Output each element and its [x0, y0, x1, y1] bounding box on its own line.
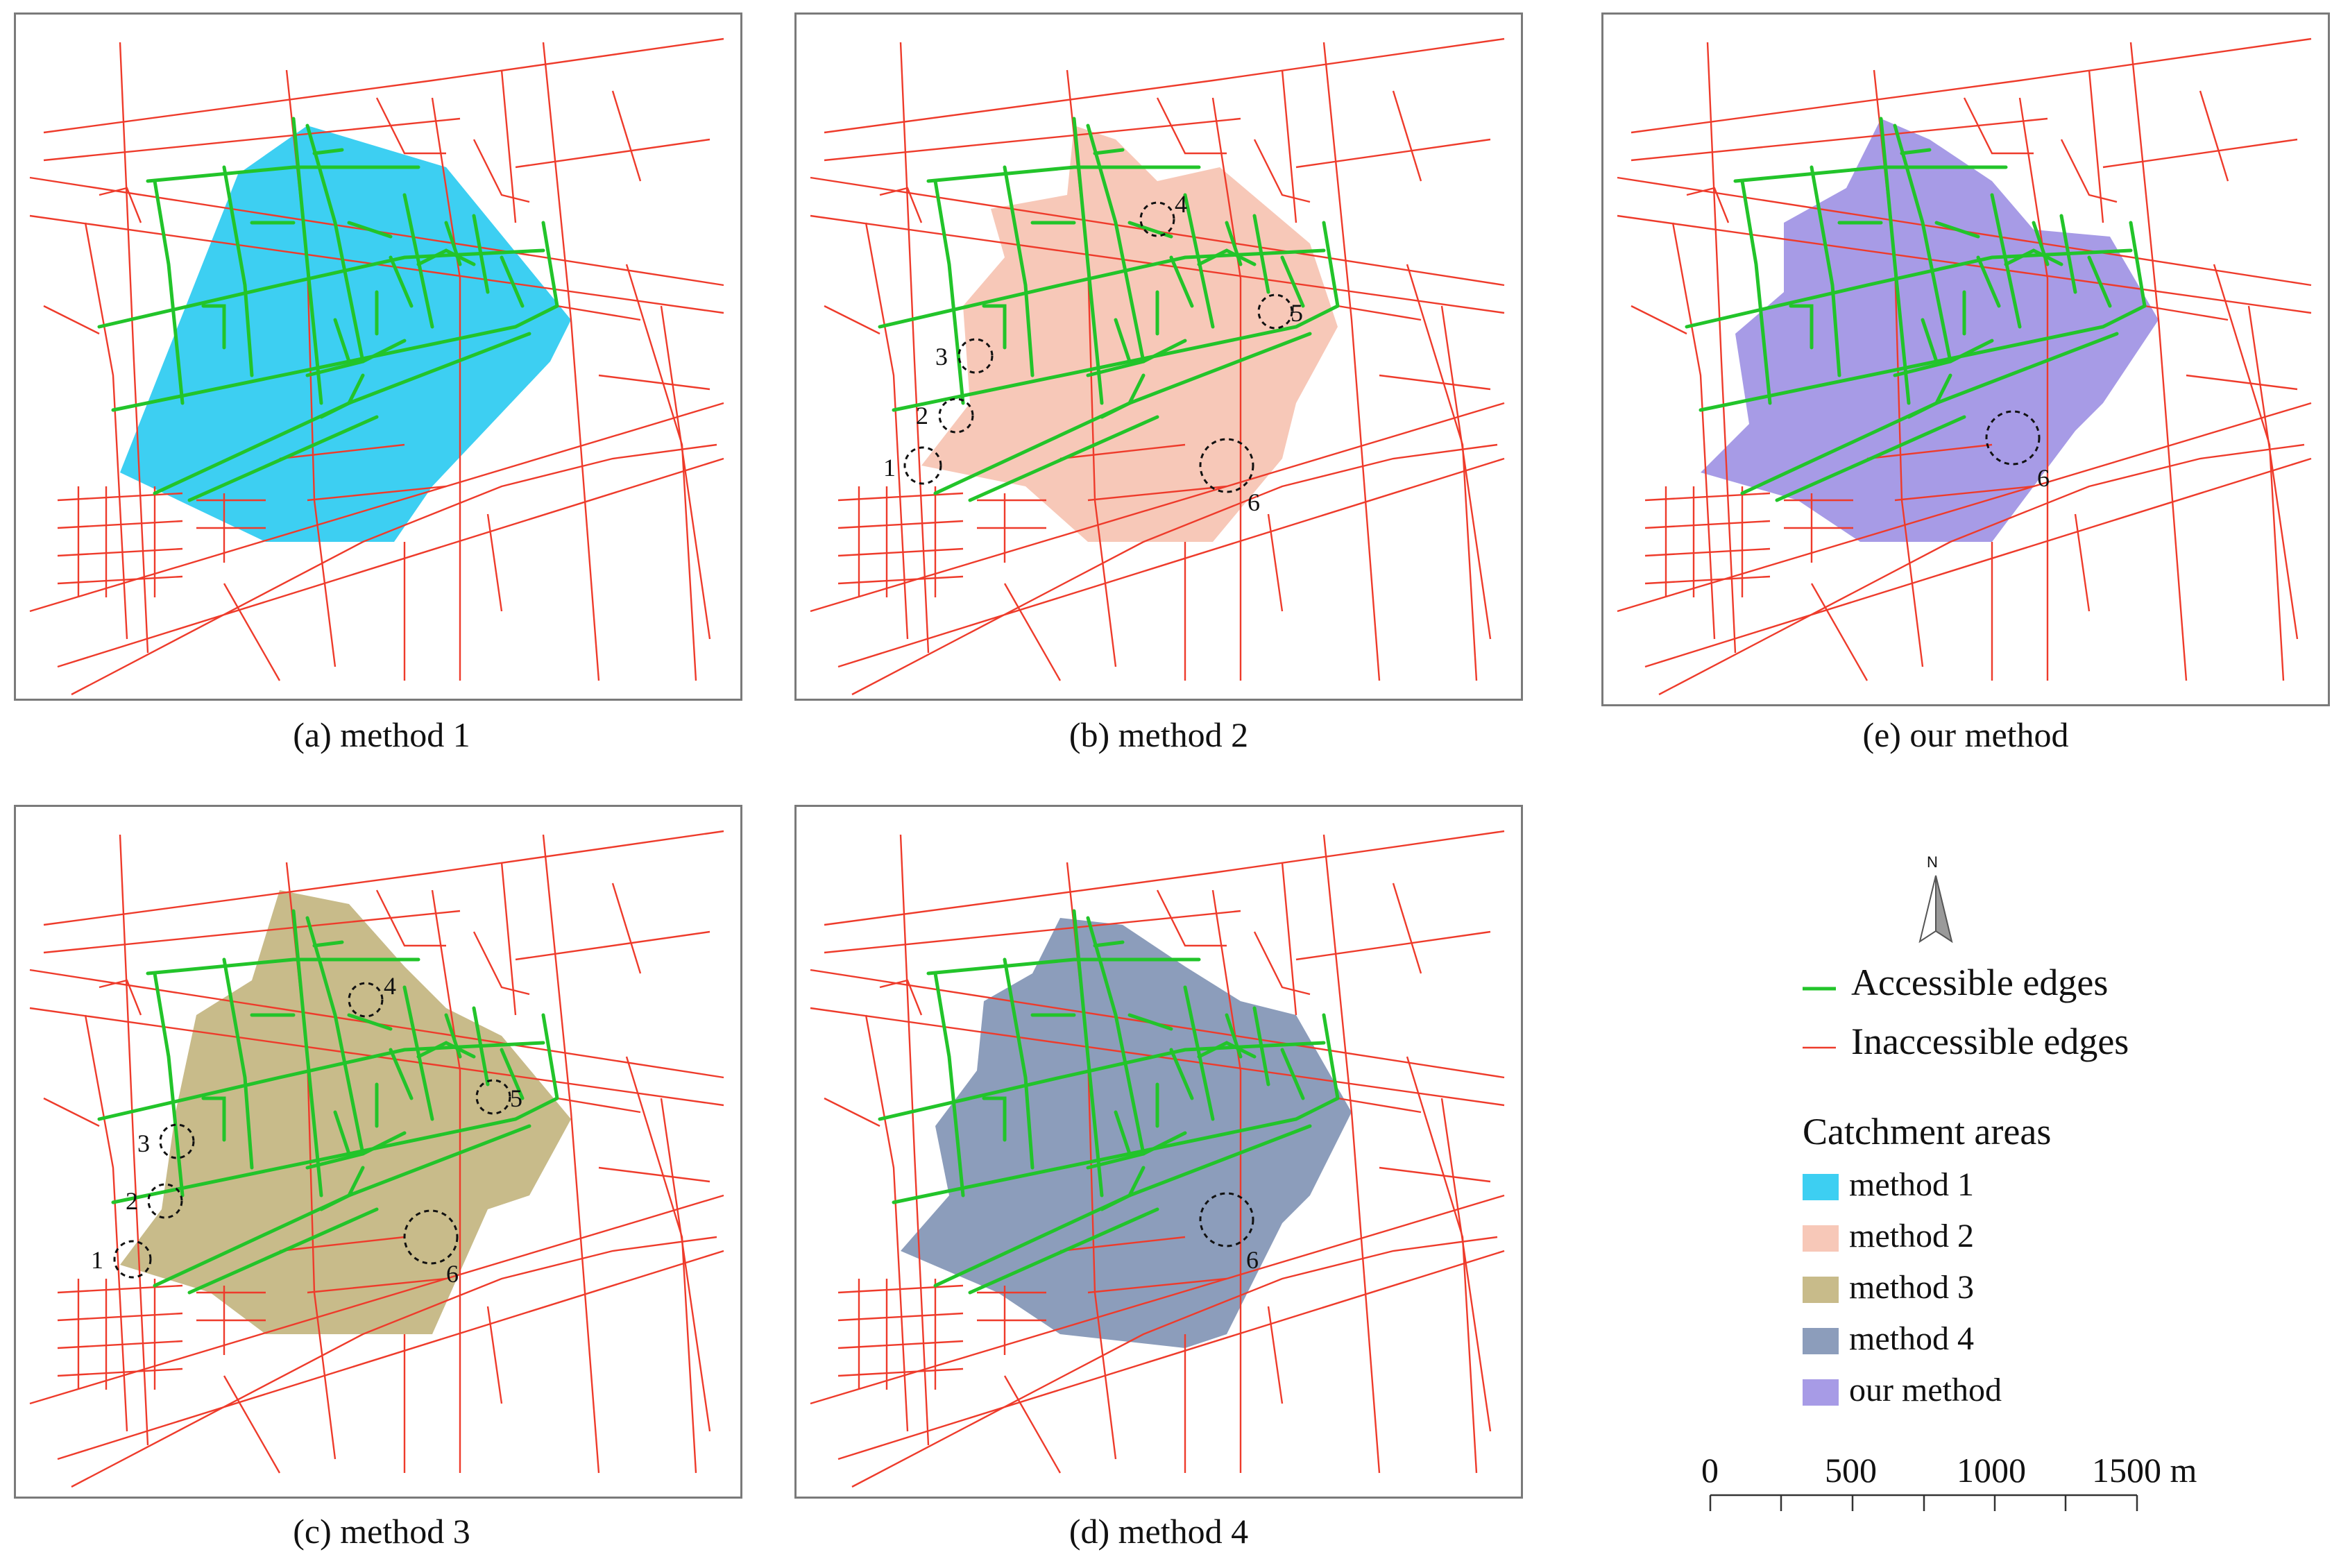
marker-circle-5	[475, 1079, 511, 1115]
swatch-method-4	[1803, 1328, 1839, 1354]
marker-circle-1	[903, 446, 942, 485]
marker-circle-4	[348, 982, 384, 1018]
legend-item-method-3: method 3	[1849, 1269, 1974, 1306]
map-method-4: 6	[809, 830, 1506, 1488]
marker-label-4: 4	[1175, 190, 1187, 218]
panel-method-2: 1 2 3 4 5 6	[794, 12, 1523, 701]
marker-label-6: 6	[446, 1260, 459, 1288]
marker-circle-1	[113, 1240, 152, 1279]
marker-circle-2	[938, 398, 974, 434]
catchment-area-method-1	[120, 126, 571, 542]
legend-item-method-4: method 4	[1849, 1320, 1974, 1357]
marker-circle-6	[1199, 1192, 1254, 1247]
caption-method-2: (b) method 2	[1069, 715, 1249, 754]
marker-label-6: 6	[2037, 464, 2050, 492]
swatch-method-3	[1803, 1277, 1839, 1303]
marker-label-1: 1	[91, 1246, 103, 1274]
scale-label-1500: 1500 m	[2092, 1451, 2197, 1490]
catchment-area-our-method	[1701, 119, 2159, 542]
panel-method-3: 1 2 3 4 5 6	[14, 805, 742, 1499]
marker-circle-4	[1139, 201, 1175, 237]
legend-item-method-1: method 1	[1849, 1166, 1974, 1203]
marker-circle-6	[1199, 438, 1254, 493]
marker-circle-2	[147, 1183, 183, 1219]
marker-label-2: 2	[916, 402, 928, 429]
legend-item-our-method: our method	[1849, 1372, 2002, 1408]
accessible-edge-swatch	[1803, 987, 1836, 991]
panel-method-4: 6	[794, 805, 1523, 1499]
legend-item-method-2: method 2	[1849, 1218, 1974, 1254]
marker-circle-3	[957, 338, 994, 374]
marker-label-3: 3	[137, 1130, 150, 1157]
map-method-2: 1 2 3 4 5 6	[809, 37, 1506, 696]
panel-our-method: 6	[1601, 12, 2330, 706]
marker-label-5: 5	[510, 1084, 522, 1112]
marker-label-4: 4	[384, 972, 396, 1000]
caption-our-method: (e) our method	[1862, 715, 2069, 754]
marker-label-6: 6	[1246, 1246, 1259, 1274]
legend-accessible-label: Accessible edges	[1851, 962, 2109, 1003]
north-arrow-icon: N	[1905, 853, 1967, 944]
caption-method-1: (a) method 1	[293, 715, 470, 754]
scale-bar	[1709, 1494, 2138, 1511]
marker-label-2: 2	[126, 1187, 138, 1215]
marker-circle-6	[1985, 410, 2041, 466]
marker-circle-5	[1257, 293, 1293, 330]
swatch-method-1	[1803, 1174, 1839, 1200]
catchment-area-method-4	[901, 918, 1352, 1348]
north-arrow-label: N	[1927, 853, 1938, 871]
marker-circle-6	[403, 1209, 459, 1265]
marker-label-3: 3	[935, 343, 948, 370]
legend-inaccessible-label: Inaccessible edges	[1851, 1021, 2129, 1062]
marker-label-5: 5	[1291, 299, 1303, 327]
marker-circle-3	[159, 1123, 195, 1159]
caption-method-4: (d) method 4	[1069, 1512, 1249, 1551]
swatch-our-method	[1803, 1379, 1839, 1406]
inaccessible-edge-swatch	[1803, 1046, 1836, 1049]
swatch-method-2	[1803, 1225, 1839, 1252]
legend-catchment-title: Catchment areas	[1803, 1111, 2052, 1152]
scale-label-1000: 1000	[1957, 1451, 2026, 1490]
marker-label-6: 6	[1248, 488, 1260, 516]
map-method-1	[28, 37, 725, 696]
map-our-method: 6	[1616, 37, 2313, 696]
catchment-area-method-2	[921, 126, 1338, 542]
catchment-area-method-3	[120, 890, 571, 1334]
scale-label-500: 500	[1825, 1451, 1877, 1490]
map-method-3: 1 2 3 4 5 6	[28, 830, 725, 1488]
marker-label-1: 1	[883, 454, 896, 482]
caption-method-3: (c) method 3	[293, 1512, 470, 1551]
scale-label-0: 0	[1701, 1451, 1719, 1490]
panel-method-1	[14, 12, 742, 701]
